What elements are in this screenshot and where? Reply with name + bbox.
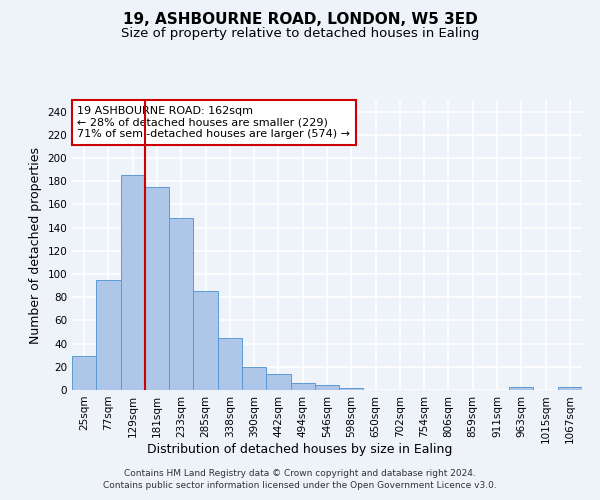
Bar (509, 386, 533, 390)
Bar (315, 386, 339, 390)
Bar (242, 367, 266, 390)
Bar (96, 280, 121, 390)
Text: Size of property relative to detached houses in Ealing: Size of property relative to detached ho… (121, 28, 479, 40)
Bar (121, 176, 145, 390)
Text: Contains public sector information licensed under the Open Government Licence v3: Contains public sector information licen… (103, 481, 497, 490)
Bar (169, 218, 193, 390)
Y-axis label: Number of detached properties: Number of detached properties (29, 146, 42, 344)
Bar (290, 383, 315, 390)
Bar (72, 356, 96, 390)
Text: 19 ASHBOURNE ROAD: 162sqm
← 28% of detached houses are smaller (229)
71% of semi: 19 ASHBOURNE ROAD: 162sqm ← 28% of detac… (77, 106, 350, 139)
Text: 19, ASHBOURNE ROAD, LONDON, W5 3ED: 19, ASHBOURNE ROAD, LONDON, W5 3ED (122, 12, 478, 28)
Bar (558, 386, 582, 390)
Bar (193, 292, 218, 390)
Bar (266, 374, 290, 390)
Bar (145, 187, 169, 390)
Text: Contains HM Land Registry data © Crown copyright and database right 2024.: Contains HM Land Registry data © Crown c… (124, 468, 476, 477)
Bar (339, 388, 364, 390)
Text: Distribution of detached houses by size in Ealing: Distribution of detached houses by size … (148, 442, 452, 456)
Bar (218, 338, 242, 390)
